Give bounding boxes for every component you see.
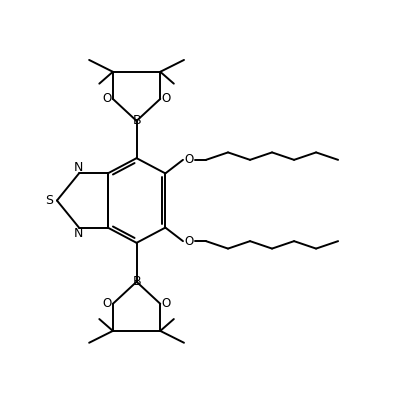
- Text: O: O: [162, 92, 171, 105]
- Text: N: N: [74, 227, 83, 240]
- Text: O: O: [102, 92, 111, 105]
- Text: S: S: [45, 194, 54, 207]
- Text: N: N: [74, 161, 83, 174]
- Text: O: O: [102, 297, 111, 310]
- Text: O: O: [185, 235, 194, 248]
- Text: B: B: [132, 275, 141, 288]
- Text: O: O: [162, 297, 171, 310]
- Text: B: B: [132, 114, 141, 128]
- Text: O: O: [185, 153, 194, 166]
